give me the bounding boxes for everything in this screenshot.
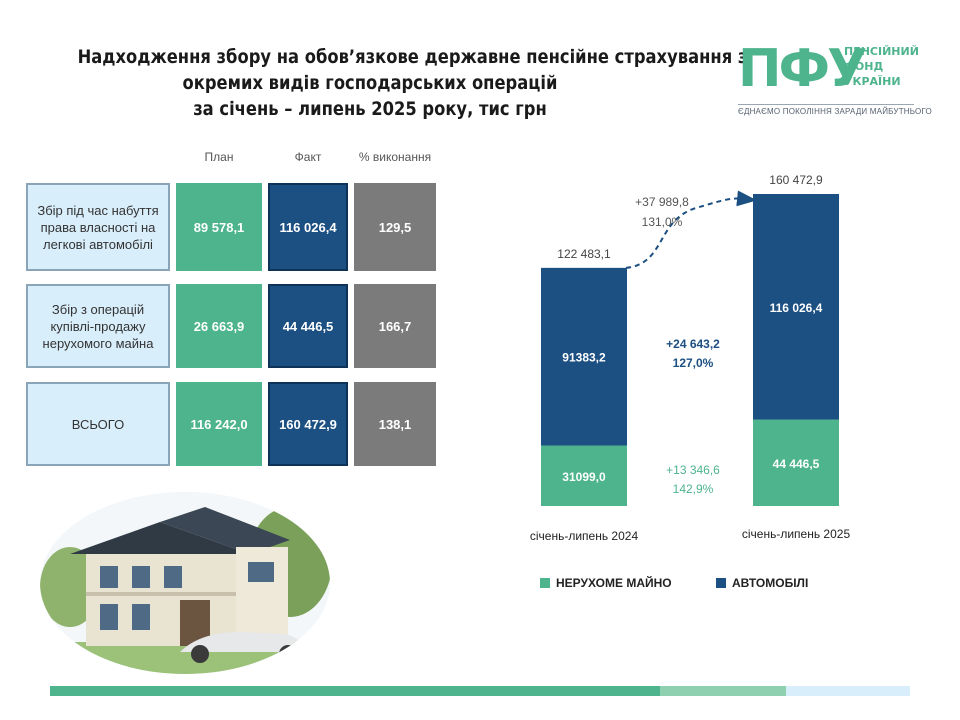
title-line-1: Надходження збору на обов’язкове державн… [77, 46, 748, 68]
legend-cars-swatch [716, 578, 726, 588]
logo-name: ПЕНСІЙНИЙ ФОНД УКРАЇНИ [844, 44, 919, 89]
footer-bar-lightblue [786, 686, 910, 696]
category-label-1: січень-липень 2024 [530, 529, 639, 543]
annotation-cars-pct: 127,0% [673, 356, 714, 370]
house-illustration [40, 492, 330, 674]
page-title: Надходження збору на обов’язкове державн… [77, 44, 748, 122]
logo-mark: ПФУ [738, 39, 867, 99]
category-label-2: січень-липень 2025 [742, 527, 851, 541]
annotation-total-pct: 131,0% [642, 215, 683, 229]
growth-arrow [625, 190, 757, 269]
row-fact-cars: 116 026,4 [268, 183, 348, 271]
annotation-property-change: +13 346,6 [666, 463, 720, 477]
bar-label-cars-2: 116 026,4 [770, 301, 823, 315]
header-plan: План [204, 150, 234, 164]
footer-bar-lightgreen [660, 686, 786, 696]
row-label-property: Збір з операцій купівлі-продажу нерухомо… [26, 284, 170, 368]
title-line-2: окремих видів господарських операцій [182, 72, 558, 94]
bar-label-property-1: 31099,0 [562, 470, 606, 484]
row-fact-property: 44 446,5 [268, 284, 348, 368]
row-label-cars: Збір під час набуття права власності на … [26, 183, 170, 271]
logo-name-line-3: УКРАЇНИ [844, 75, 901, 88]
bar-total-label-2: 160 472,9 [769, 173, 823, 187]
bar-property-2 [753, 419, 839, 506]
header-fact: Факт [294, 150, 322, 164]
row-label-total: ВСЬОГО [26, 382, 170, 466]
logo-name-line-2: ФОНД [844, 60, 884, 73]
row-fact-total: 160 472,9 [268, 382, 348, 466]
bar-cars-2 [753, 194, 839, 420]
row-plan-total: 116 242,0 [176, 382, 262, 466]
row-plan-cars: 89 578,1 [176, 183, 262, 271]
pfu-logo: ПФУ ПЕНСІЙНИЙ ФОНД УКРАЇНИ ЄДНАЄМО ПОКОЛ… [738, 39, 932, 122]
bar-label-property-2: 44 446,5 [773, 457, 820, 471]
annotation-property-pct: 142,9% [673, 482, 714, 496]
row-pct-cars: 129,5 [354, 183, 436, 271]
legend-property-swatch [540, 578, 550, 588]
bar-total-label-1: 122 483,1 [557, 247, 611, 261]
title-line-3: за січень – липень 2025 року, тис грн [193, 98, 547, 120]
bar-cars-1 [541, 267, 627, 446]
legend-property: НЕРУХОМЕ МАЙНО [540, 576, 672, 590]
legend-property-label: НЕРУХОМЕ МАЙНО [556, 576, 672, 590]
bar-label-cars-1: 91383,2 [562, 351, 606, 365]
row-plan-property: 26 663,9 [176, 284, 262, 368]
house-picture [40, 492, 330, 674]
logo-name-line-1: ПЕНСІЙНИЙ [844, 45, 919, 58]
row-pct-property: 166,7 [354, 284, 436, 368]
logo-tagline: ЄДНАЄМО ПОКОЛІННЯ ЗАРАДИ МАЙБУТНЬОГО [738, 107, 932, 116]
legend-cars: АВТОМОБІЛІ [716, 576, 808, 590]
annotation-total-change: +37 989,8 [635, 195, 689, 209]
bar-property-1 [541, 445, 627, 506]
header-pct: % виконання [358, 150, 432, 164]
row-pct-total: 138,1 [354, 382, 436, 466]
logo-divider [738, 104, 914, 105]
legend-cars-label: АВТОМОБІЛІ [732, 576, 809, 590]
annotation-cars-change: +24 643,2 [666, 337, 720, 351]
footer-bar-green [50, 686, 660, 696]
